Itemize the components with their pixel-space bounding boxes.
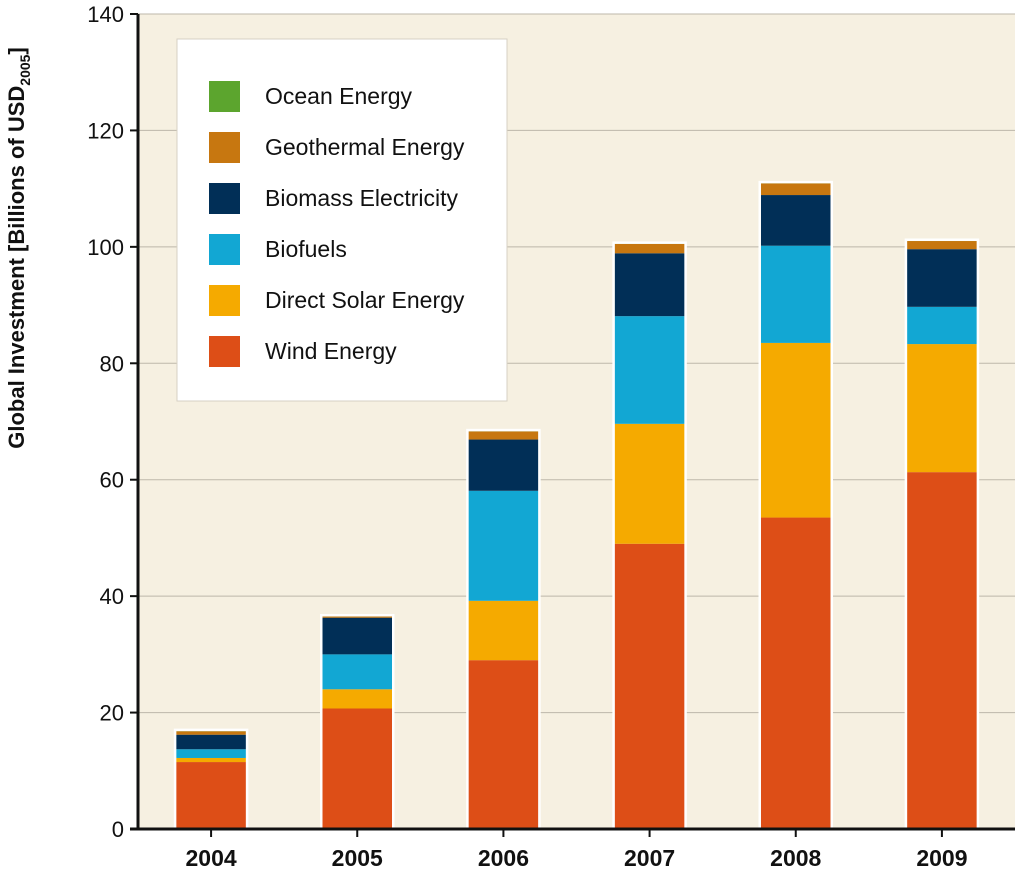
legend-label: Wind Energy [265, 338, 397, 364]
legend-swatch [209, 336, 240, 367]
bar-segment [614, 253, 685, 317]
bar-stack-2007 [612, 241, 687, 831]
legend-swatch [209, 234, 240, 265]
x-category-label: 2009 [916, 845, 967, 871]
y-tick-label: 80 [100, 351, 124, 376]
legend-swatch [209, 285, 240, 316]
bar-segment [760, 517, 831, 829]
legend-item: Direct Solar Energy [209, 285, 465, 316]
x-category-label: 2007 [624, 845, 675, 871]
bar-stack-2008 [758, 180, 833, 831]
y-axis-title-subscript: 2005 [17, 54, 33, 85]
bar-segment [468, 490, 539, 601]
y-tick-label: 60 [100, 468, 124, 493]
y-tick-label: 140 [87, 2, 124, 27]
legend-item: Geothermal Energy [209, 132, 465, 163]
bar-segment [176, 731, 247, 735]
y-axis-title-main: Global Investment [Billions of USD [4, 86, 29, 449]
bar-segment [322, 708, 393, 829]
legend-item: Wind Energy [209, 336, 397, 367]
bar-segment [176, 762, 247, 829]
bar-segment [614, 543, 685, 829]
bar-segment [322, 654, 393, 690]
legend-label: Direct Solar Energy [265, 287, 465, 313]
bars [173, 180, 980, 831]
y-tick-labels: 0 20 40 60 80 100 120 140 [87, 2, 138, 842]
y-tick-label: 0 [112, 817, 124, 842]
bar-segment [906, 241, 977, 250]
y-tick-label: 100 [87, 235, 124, 260]
legend-label: Biomass Electricity [265, 185, 458, 211]
legend-label: Biofuels [265, 236, 347, 262]
y-tick-label: 40 [100, 584, 124, 609]
x-category-labels: 2004 2005 2006 2007 2008 2009 [185, 829, 968, 871]
x-category-label: 2004 [185, 845, 236, 871]
bar-segment [760, 195, 831, 246]
y-tick-label: 120 [87, 118, 124, 143]
bar-segment [614, 243, 685, 254]
bar-segment [322, 617, 393, 655]
bar-segment [468, 439, 539, 491]
x-category-label: 2006 [478, 845, 529, 871]
bar-segment [760, 183, 831, 196]
bar-stack-2006 [466, 428, 541, 831]
bar-segment [906, 306, 977, 345]
legend-swatch [209, 183, 240, 214]
bar-segment [322, 616, 393, 618]
legend-label: Geothermal Energy [265, 134, 465, 160]
bar-segment [760, 342, 831, 518]
bar-segment [614, 423, 685, 544]
bar-segment [176, 757, 247, 763]
legend: Ocean Energy Geothermal Energy Biomass Ele… [176, 38, 508, 402]
bar-segment [906, 249, 977, 307]
bar-stack-2009 [904, 238, 980, 831]
bar-segment [176, 734, 247, 750]
y-tick-label: 20 [100, 701, 124, 726]
bar-segment [468, 660, 539, 829]
x-category-label: 2008 [770, 845, 821, 871]
bar-segment [468, 431, 539, 440]
axes [130, 14, 1015, 831]
legend-swatch [209, 132, 240, 163]
legend-item: Biofuels [209, 234, 347, 265]
bar-segment [322, 689, 393, 709]
legend-item: Ocean Energy [209, 81, 413, 112]
bar-segment [176, 749, 247, 758]
legend-label: Ocean Energy [265, 83, 413, 109]
bar-segment [906, 344, 977, 473]
bar-stack-2004 [173, 728, 249, 831]
bar-segment [906, 472, 977, 829]
bar-stack-2005 [320, 613, 395, 831]
x-category-label: 2005 [332, 845, 383, 871]
y-axis-title: Global Investment [Billions of USD2005] [4, 47, 33, 449]
legend-swatch [209, 81, 240, 112]
y-axis-title-close: ] [4, 47, 29, 54]
legend-item: Biomass Electricity [209, 183, 458, 214]
bar-segment [468, 600, 539, 661]
bar-segment [760, 245, 831, 343]
bar-segment [614, 316, 685, 424]
